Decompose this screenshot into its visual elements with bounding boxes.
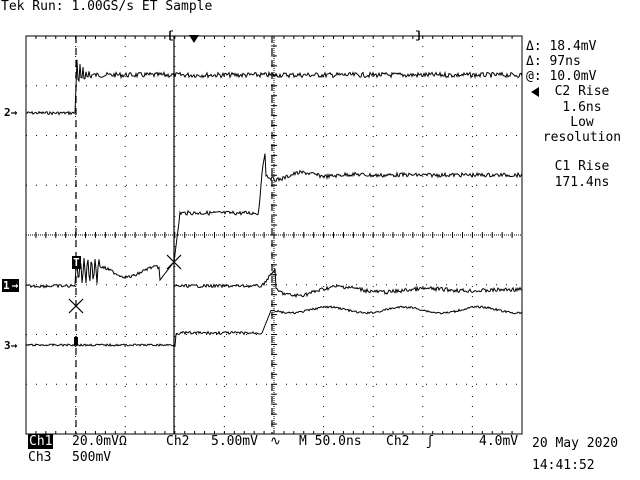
trigger-marker[interactable]: T [72, 256, 81, 269]
record-position-bar[interactable] [150, 13, 421, 41]
time-display: 14:41:52 [532, 458, 595, 473]
ch3-label[interactable]: Ch3 [28, 450, 52, 465]
cursor-delta-voltage: Δ: 18.4mV [526, 39, 597, 54]
ch3-trigger-tick [74, 337, 78, 345]
waveform-traces [25, 59, 523, 348]
c1-rise-value: 171.4ns [554, 175, 610, 190]
ch2-marker[interactable]: 2→ [4, 106, 18, 119]
timebase-setting[interactable]: M 50.0ns [299, 434, 362, 449]
trigger-level: 4.0mV [479, 434, 519, 449]
ch3-scale: 500mV [72, 450, 112, 465]
ch3-marker[interactable]: 3→ [4, 339, 18, 352]
ch1-settings[interactable]: Ch1 [28, 434, 54, 449]
trigger-level-marker[interactable] [512, 68, 540, 100]
ch3-trace [25, 305, 523, 348]
date-display: 20 May 2020 [532, 436, 619, 451]
c1-rise-label: C1 Rise [554, 159, 610, 174]
c2-rise-value: 1.6ns [562, 100, 602, 115]
ch1-scale: 20.0mVΩ [72, 434, 127, 449]
trigger-source[interactable]: Ch2 [386, 434, 410, 449]
trigger-level-arrow-icon [531, 87, 540, 97]
ch1-marker[interactable]: 1 → [2, 279, 20, 292]
acquisition-status: Tek Run: 1.00GS/s ET Sample [1, 0, 213, 14]
c2-rise-label: C2 Rise [554, 84, 610, 99]
trigger-position-icon [170, 16, 200, 48]
c1-rise-trace [173, 153, 523, 263]
ch2-marker-label: 2 [4, 106, 11, 119]
ch1-response-trace [173, 268, 523, 299]
bandwidth-limit-icon: ∿ [270, 434, 281, 449]
ch1-trace [25, 257, 175, 289]
graticule-grid [25, 35, 523, 435]
trigger-marker-label: T [72, 256, 81, 269]
ch3-marker-label: 3 [4, 339, 11, 352]
cursor-at-voltage: @: 10.0mV [526, 69, 597, 84]
ch1-marker-label: 1 [2, 279, 11, 292]
c2-resolution-note: Low [570, 115, 594, 130]
ch2-label[interactable]: Ch2 [166, 434, 190, 449]
c2-resolution-note-2: resolution [542, 130, 622, 145]
rise-measure-marker [68, 298, 84, 314]
ch1-label: Ch1 [28, 434, 54, 449]
trigger-slope-icon: ʃ [426, 434, 434, 449]
cursor-delta-time: Δ: 97ns [526, 54, 581, 69]
ch2-scale: 5.00mV [211, 434, 258, 449]
record-bracket-icon [169, 30, 421, 41]
ch2-trace [25, 59, 523, 116]
